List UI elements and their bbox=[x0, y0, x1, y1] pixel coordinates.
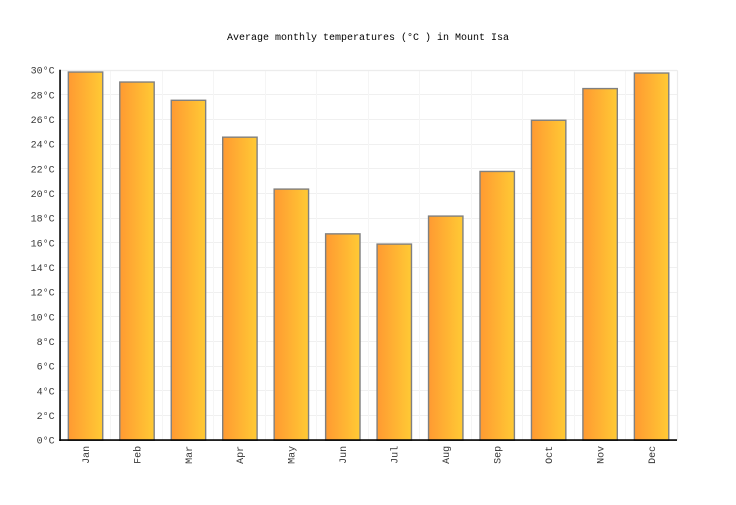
svg-text:Feb: Feb bbox=[132, 446, 144, 464]
svg-text:8°C: 8°C bbox=[37, 337, 55, 349]
svg-text:24°C: 24°C bbox=[31, 140, 55, 152]
svg-text:16°C: 16°C bbox=[31, 238, 55, 250]
svg-text:26°C: 26°C bbox=[31, 115, 55, 127]
svg-text:0°C: 0°C bbox=[37, 436, 55, 448]
svg-text:20°C: 20°C bbox=[31, 189, 55, 201]
svg-text:12°C: 12°C bbox=[31, 288, 55, 300]
svg-text:Jul: Jul bbox=[390, 446, 402, 464]
svg-text:Mar: Mar bbox=[185, 446, 196, 464]
svg-text:4°C: 4°C bbox=[37, 386, 55, 398]
svg-text:Aug: Aug bbox=[442, 446, 453, 464]
svg-text:Nov: Nov bbox=[596, 446, 607, 464]
svg-text:18°C: 18°C bbox=[31, 214, 55, 226]
svg-text:22°C: 22°C bbox=[31, 164, 55, 176]
svg-text:Apr: Apr bbox=[236, 446, 247, 464]
svg-text:Sep: Sep bbox=[494, 446, 505, 464]
svg-text:30°C: 30°C bbox=[31, 66, 55, 78]
svg-text:10°C: 10°C bbox=[31, 312, 55, 324]
svg-text:Jun: Jun bbox=[339, 446, 350, 464]
svg-text:2°C: 2°C bbox=[37, 411, 55, 423]
svg-text:6°C: 6°C bbox=[37, 362, 55, 374]
svg-text:Jan: Jan bbox=[82, 446, 93, 464]
svg-text:Dec: Dec bbox=[648, 446, 659, 464]
svg-text:May: May bbox=[288, 446, 299, 464]
svg-text:Average monthly temperatures (: Average monthly temperatures (°C ) in Mo… bbox=[227, 32, 509, 44]
svg-text:28°C: 28°C bbox=[31, 90, 55, 102]
svg-text:Oct: Oct bbox=[545, 446, 556, 464]
svg-text:14°C: 14°C bbox=[31, 263, 55, 275]
